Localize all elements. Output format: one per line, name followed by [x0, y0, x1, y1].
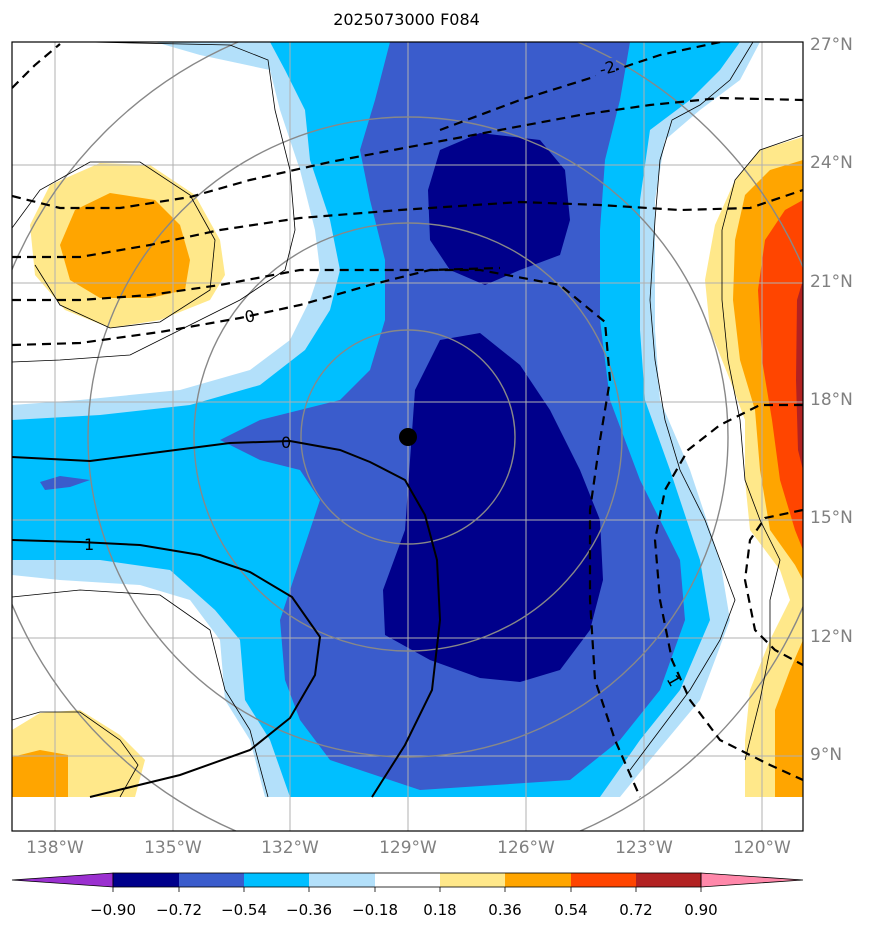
lon-label-138w: 138°W [26, 838, 84, 858]
lat-label-18n: 18°N [810, 390, 853, 410]
contour-label-zero-dashed: 0 [243, 306, 256, 326]
colorbar-label-7: 0.36 [488, 901, 522, 919]
shade-orange-bottomleft [12, 750, 68, 797]
colorbar-label-1: −0.90 [90, 901, 136, 919]
shade-darkblue-upper [428, 133, 570, 285]
lon-label-126w: 126°W [497, 838, 555, 858]
map-frame [11, 41, 804, 832]
lat-label-12n: 12°N [810, 627, 853, 647]
map-title: 2025073000 F084 [333, 10, 480, 29]
colorbar-extend-high [700, 872, 804, 888]
shade-blue-small [40, 476, 90, 490]
contour-label-neg2: -2 [598, 57, 618, 79]
colorbar [11, 872, 804, 892]
lon-label-135w: 135°W [144, 838, 202, 858]
colorbar-label-6: 0.18 [423, 901, 457, 919]
colorbar-label-8: 0.54 [554, 901, 588, 919]
colorbar-label-9: 0.72 [619, 901, 653, 919]
contour-label-one-left: 1 [84, 535, 94, 554]
dashed-contours [12, 42, 803, 798]
contour-label-bg [596, 58, 616, 78]
map-area: -2 0 0 1 1 [12, 42, 803, 831]
colorbar-label-2: −0.72 [156, 901, 202, 919]
lat-label-21n: 21°N [810, 272, 853, 292]
contour-label-zero-solid: 0 [281, 433, 291, 452]
lon-label-132w: 132°W [261, 838, 319, 858]
storm-center-marker [399, 428, 417, 446]
colorbar-label-4: −0.36 [286, 901, 332, 919]
colorbar-label-10: 0.90 [684, 901, 718, 919]
lat-label-27n: 27°N [810, 35, 853, 55]
colorbar-extend-low [11, 872, 114, 888]
shade-orange-left [60, 193, 190, 298]
lat-label-9n: 9°N [810, 745, 843, 765]
colorbar-label-3: −0.54 [221, 901, 267, 919]
lat-label-24n: 24°N [810, 153, 853, 173]
solid-contours [12, 439, 442, 798]
lon-label-123w: 123°W [615, 838, 673, 858]
shade-darkred-right [796, 280, 803, 470]
lat-label-15n: 15°N [810, 508, 853, 528]
lon-label-120w: 120°W [733, 838, 791, 858]
range-rings [12, 42, 803, 831]
lon-label-129w: 129°W [379, 838, 437, 858]
thin-contours [12, 42, 803, 798]
colorbar-label-5: −0.18 [352, 901, 398, 919]
shade-red-right [758, 200, 803, 550]
